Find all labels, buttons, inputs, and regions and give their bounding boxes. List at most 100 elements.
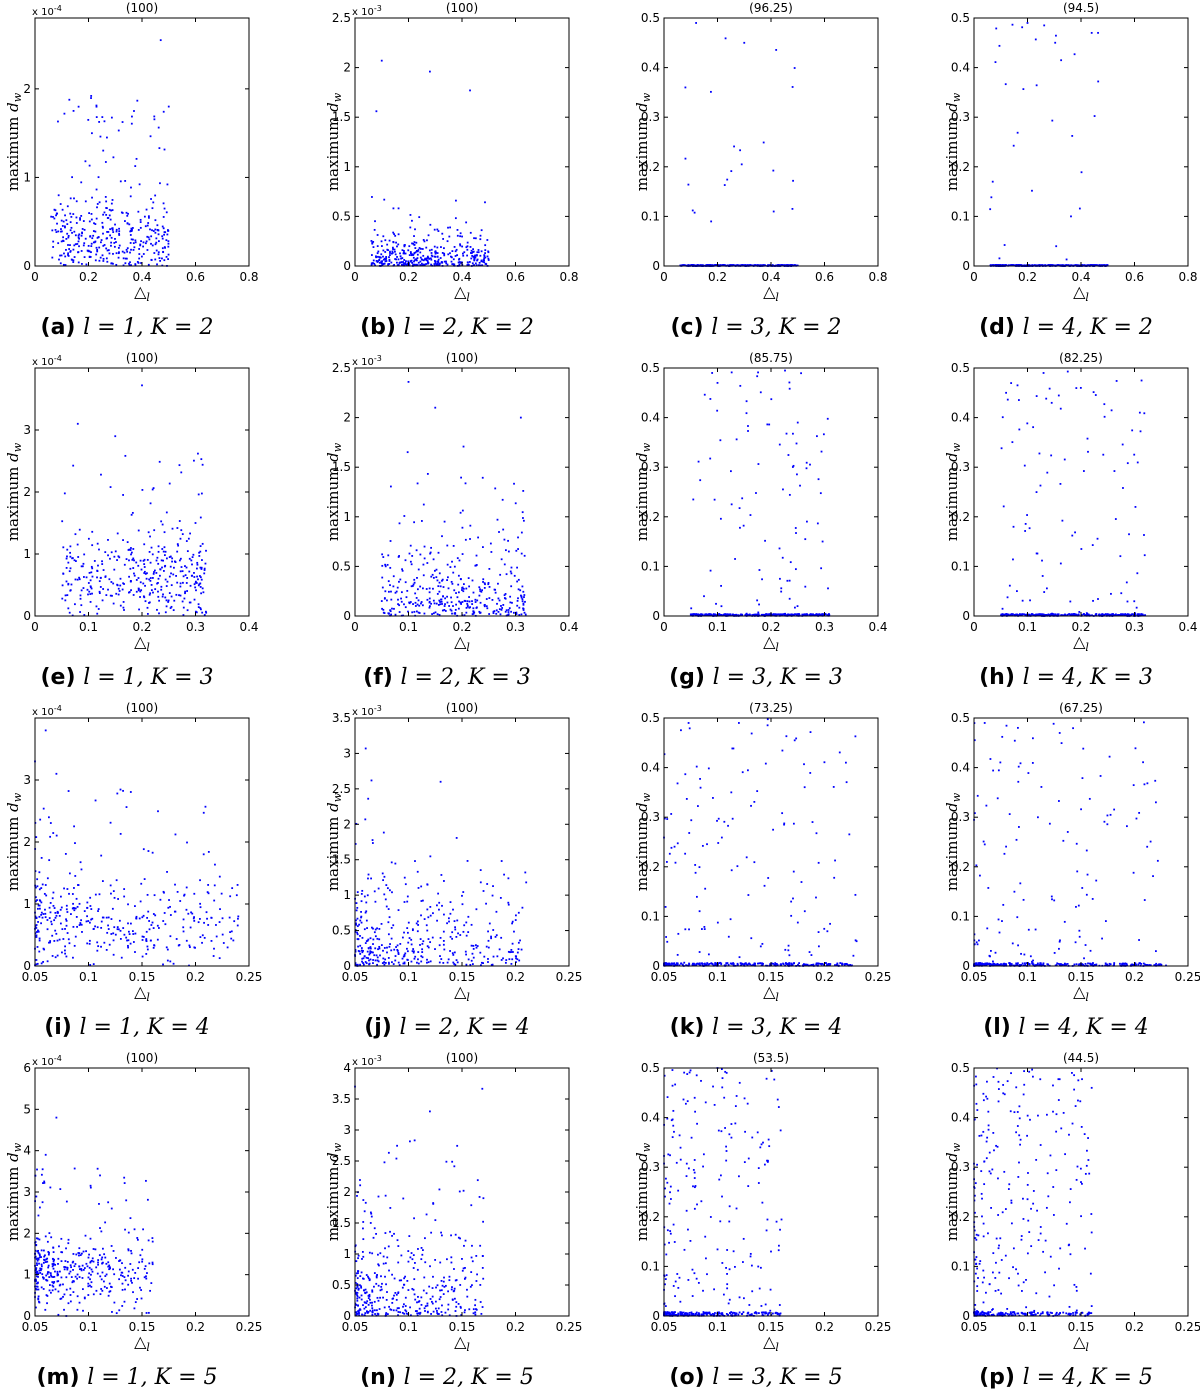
data-point	[474, 944, 477, 947]
data-point	[690, 264, 693, 267]
data-point	[417, 951, 420, 953]
data-point	[35, 896, 37, 899]
data-point	[378, 928, 381, 930]
data-point	[473, 237, 475, 240]
data-point	[1001, 607, 1004, 610]
data-point	[701, 962, 704, 965]
data-point	[1094, 264, 1097, 266]
data-point	[707, 264, 709, 266]
data-point	[1026, 22, 1029, 24]
x-tick-label: 0.2	[452, 620, 471, 634]
data-point	[430, 546, 432, 549]
data-point	[1002, 613, 1005, 616]
data-point	[734, 558, 736, 560]
data-point	[150, 198, 152, 200]
data-point	[511, 922, 513, 925]
data-point	[792, 822, 795, 825]
data-point	[1012, 525, 1015, 528]
data-point	[169, 935, 172, 938]
data-point	[764, 539, 766, 542]
data-point	[479, 869, 482, 871]
x-tick-label: 0.4	[239, 620, 258, 634]
data-point	[75, 200, 78, 203]
x-tick-label: 0.1	[399, 970, 418, 984]
data-point	[1007, 614, 1010, 617]
data-point	[133, 559, 135, 562]
data-point	[397, 264, 400, 266]
data-point	[456, 596, 459, 599]
data-point	[60, 906, 63, 909]
data-point	[102, 260, 105, 262]
data-point	[99, 577, 102, 579]
data-point	[155, 241, 158, 244]
y-tick-label: 1	[23, 170, 31, 184]
data-point	[141, 935, 144, 938]
data-point	[392, 231, 395, 234]
data-point	[205, 611, 208, 614]
data-point	[383, 875, 386, 878]
x-tick-label: 0.2	[79, 270, 98, 284]
data-point	[703, 595, 705, 598]
data-point	[1081, 887, 1084, 889]
data-point	[764, 762, 767, 765]
data-point	[411, 585, 414, 587]
data-point	[118, 556, 121, 559]
data-point	[739, 264, 742, 267]
data-point	[469, 231, 472, 234]
data-point	[514, 955, 517, 958]
data-point	[482, 546, 484, 548]
x-axis-label: △l	[763, 282, 779, 304]
data-point	[443, 880, 445, 882]
data-point	[109, 594, 112, 597]
data-point	[699, 786, 702, 789]
data-point	[471, 262, 474, 265]
data-point	[486, 255, 489, 258]
data-point	[176, 890, 179, 893]
data-point	[124, 180, 127, 182]
plot-frame	[354, 367, 570, 617]
data-point	[505, 609, 508, 612]
data-point	[107, 554, 109, 557]
data-point	[400, 261, 403, 263]
data-point	[207, 892, 210, 895]
data-point	[146, 249, 149, 251]
data-point	[83, 242, 86, 245]
data-point	[755, 613, 757, 616]
data-point	[1071, 135, 1074, 137]
data-point	[162, 550, 165, 553]
data-point	[37, 921, 39, 923]
data-point	[420, 960, 423, 963]
data-point	[67, 252, 69, 255]
data-point	[697, 460, 700, 463]
data-point	[87, 582, 90, 584]
data-point	[471, 255, 474, 257]
data-point	[665, 861, 668, 863]
data-point	[364, 961, 367, 963]
data-point	[1139, 430, 1142, 433]
y-tick-label: 0	[343, 259, 351, 273]
data-point	[403, 961, 406, 964]
data-point	[186, 590, 189, 592]
data-point	[133, 246, 136, 249]
data-point	[54, 929, 57, 932]
data-point	[713, 498, 716, 501]
data-point	[1094, 613, 1097, 616]
data-point	[480, 964, 482, 967]
data-point	[80, 868, 83, 871]
data-point	[96, 203, 99, 205]
data-point	[428, 600, 431, 603]
data-point	[199, 586, 202, 588]
data-point	[200, 458, 203, 461]
data-point	[464, 950, 467, 953]
data-point	[820, 613, 823, 616]
data-point	[89, 601, 92, 603]
data-point	[521, 600, 524, 603]
data-point	[739, 526, 741, 529]
data-point	[838, 751, 841, 754]
data-point	[134, 932, 137, 935]
data-point	[778, 547, 781, 550]
data-point	[691, 963, 694, 966]
data-point	[415, 922, 418, 925]
data-point	[497, 597, 500, 600]
data-point	[466, 600, 469, 603]
